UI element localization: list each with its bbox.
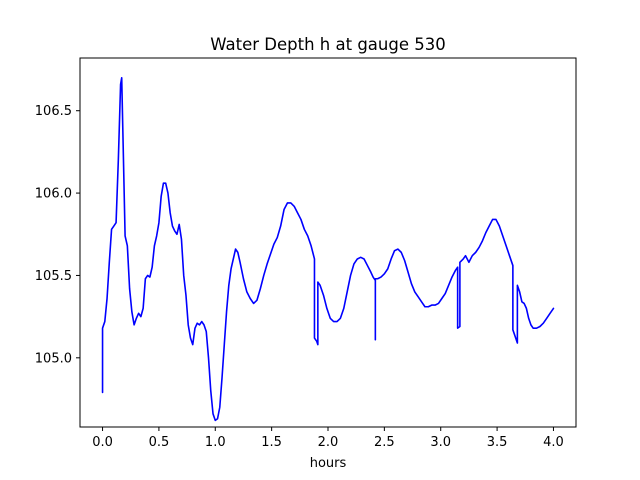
x-tick-label: 3.0 <box>430 435 451 450</box>
y-axis: 105.0 105.5 106.0 106.5 <box>35 104 80 366</box>
y-tick-label: 105.0 <box>35 351 72 366</box>
x-axis: 0.0 0.5 1.0 1.5 2.0 2.5 3.0 3.5 4.0 <box>92 427 564 450</box>
x-tick-label: 2.5 <box>374 435 395 450</box>
x-tick-label: 1.5 <box>261 435 282 450</box>
x-tick-label: 3.5 <box>487 435 508 450</box>
plot-series <box>101 76 555 422</box>
x-tick-label: 4.0 <box>543 435 564 450</box>
x-tick-label: 0.0 <box>92 435 113 450</box>
x-axis-label: hours <box>310 456 347 471</box>
y-tick-label: 105.5 <box>35 269 72 284</box>
x-tick-label: 0.5 <box>149 435 170 450</box>
y-tick-label: 106.0 <box>35 187 72 202</box>
y-tick-label: 106.5 <box>35 104 72 119</box>
series-line-0 <box>101 76 555 422</box>
x-tick-label: 2.0 <box>318 435 339 450</box>
x-tick-label: 1.0 <box>205 435 226 450</box>
chart-title: Water Depth h at gauge 530 <box>210 35 445 54</box>
